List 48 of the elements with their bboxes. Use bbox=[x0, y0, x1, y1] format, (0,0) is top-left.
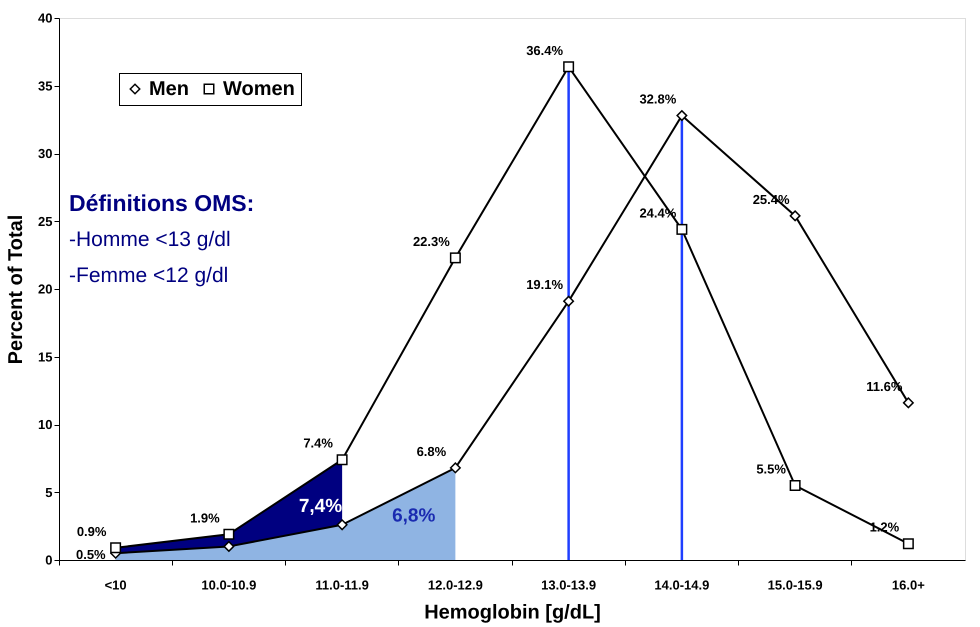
data-label: 36.4% bbox=[526, 42, 564, 58]
legend-label: Women bbox=[223, 78, 295, 100]
y-tick-label: 5 bbox=[45, 484, 52, 500]
point bbox=[336, 454, 348, 466]
data-label: 0.9% bbox=[76, 524, 107, 539]
data-label: 6.8% bbox=[416, 444, 447, 459]
x-tick-label: 13.0-13.9 bbox=[541, 578, 596, 592]
annotation: 7,4% bbox=[298, 496, 342, 517]
data-label: 7.4% bbox=[303, 436, 334, 451]
x-tick-label: 10.0-10.9 bbox=[201, 578, 256, 592]
y-tick-label: 0 bbox=[45, 552, 52, 568]
x-tick-label: 15.0-15.9 bbox=[768, 578, 823, 592]
annotation: Définitions OMS: bbox=[69, 190, 254, 216]
data-label: 19.1% bbox=[526, 277, 564, 292]
legend-label: Men bbox=[149, 78, 189, 100]
point bbox=[563, 61, 574, 72]
y-tick-label: 40 bbox=[38, 10, 52, 26]
data-label: 1.9% bbox=[190, 510, 220, 526]
y-tick-label: 15 bbox=[38, 349, 52, 364]
x-tick-label: <10 bbox=[104, 578, 127, 592]
point bbox=[563, 296, 574, 307]
point bbox=[223, 528, 234, 540]
point bbox=[676, 110, 688, 122]
x-tick-label: 12.0-12.9 bbox=[428, 578, 483, 592]
y-tick-label: 20 bbox=[38, 282, 52, 296]
x-tick-label: 16.0+ bbox=[892, 578, 926, 592]
y-tick-label: 30 bbox=[38, 146, 52, 161]
data-label: 5.5% bbox=[756, 461, 786, 476]
annotation: -Homme <13 g/dl bbox=[69, 228, 231, 251]
y-tick-label: 35 bbox=[38, 78, 52, 94]
y-axis-title: Percent of Total bbox=[5, 214, 28, 364]
data-label: 0.5% bbox=[76, 547, 106, 562]
point bbox=[676, 224, 688, 235]
annotation: -Femme <12 g/dl bbox=[69, 264, 228, 287]
point bbox=[110, 542, 122, 554]
point bbox=[450, 252, 461, 264]
data-label: 22.3% bbox=[412, 234, 450, 249]
y-tick-label: 25 bbox=[38, 214, 52, 229]
point bbox=[790, 480, 801, 491]
x-tick-label: 11.0-11.9 bbox=[315, 578, 369, 592]
point bbox=[902, 538, 914, 550]
x-tick-label: 14.0-14.9 bbox=[654, 578, 710, 592]
x-axis-title: Hemoglobin [g/dL] bbox=[424, 602, 601, 624]
data-label: 32.8% bbox=[639, 92, 677, 107]
y-tick-label: 10 bbox=[38, 417, 52, 432]
point bbox=[223, 540, 234, 552]
annotation: 6,8% bbox=[392, 505, 436, 526]
point bbox=[336, 519, 348, 530]
